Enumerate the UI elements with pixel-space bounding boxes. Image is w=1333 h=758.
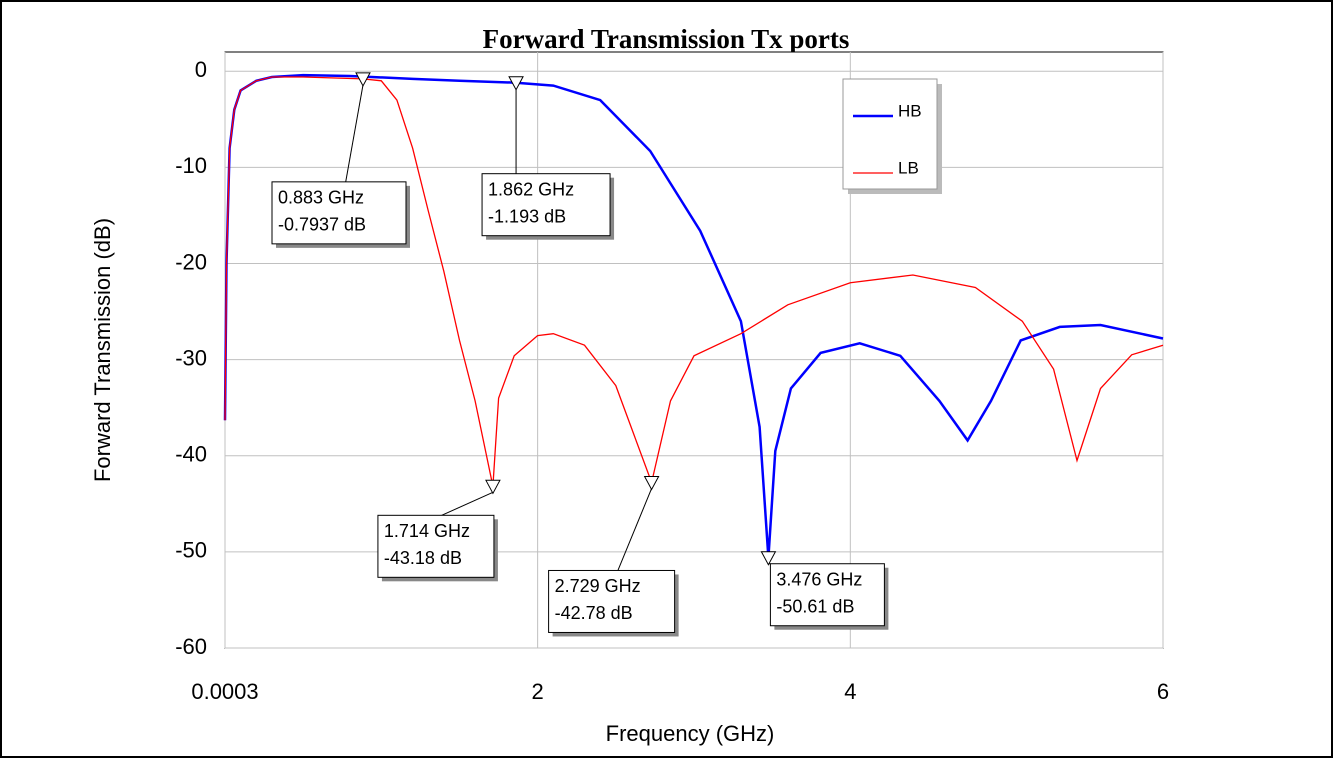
marker-y-label: -43.18 dB <box>384 548 462 568</box>
y-tick-label: -30 <box>175 345 207 370</box>
y-tick-label: -10 <box>175 153 207 178</box>
marker-leader <box>617 488 653 571</box>
chart-title: Forward Transmission Tx ports <box>483 24 850 54</box>
marker-box <box>377 514 495 578</box>
y-axis-label: Forward Transmission (dB) <box>90 218 115 482</box>
legend-label: HB <box>898 101 922 120</box>
plot-area <box>224 51 1164 649</box>
data-line <box>224 76 1164 487</box>
legend <box>842 78 938 190</box>
x-axis-label: Frequency (GHz) <box>606 721 775 746</box>
marker-y-label: -1.193 dB <box>488 206 566 226</box>
marker-box <box>548 569 676 633</box>
y-tick-label: -60 <box>175 634 207 659</box>
marker <box>355 72 371 87</box>
marker-box <box>769 563 885 627</box>
marker-y-label: -42.78 dB <box>555 603 633 623</box>
marker <box>508 76 524 91</box>
x-tick-label: 6 <box>1157 679 1169 704</box>
marker-box <box>481 173 611 237</box>
marker-x-label: 1.714 GHz <box>384 521 470 541</box>
marker <box>485 479 501 495</box>
marker-leader <box>441 491 494 516</box>
y-tick-label: 0 <box>195 57 207 82</box>
x-tick-label: 4 <box>844 679 856 704</box>
marker <box>760 551 777 566</box>
x-tick-label: 2 <box>532 679 544 704</box>
marker-x-label: 0.883 GHz <box>278 188 364 208</box>
marker-box <box>271 181 407 245</box>
x-tick-label: 0.0003 <box>191 679 258 704</box>
marker-y-label: -50.61 dB <box>776 596 854 616</box>
y-tick-label: -20 <box>175 249 207 274</box>
marker-x-label: 3.476 GHz <box>776 569 862 589</box>
marker-y-label: -0.7937 dB <box>278 215 366 235</box>
marker-leader <box>345 84 364 182</box>
y-tick-label: -40 <box>175 442 207 467</box>
marker <box>643 475 660 491</box>
marker-x-label: 1.862 GHz <box>488 179 574 199</box>
y-tick-label: -50 <box>175 538 207 563</box>
legend-label: LB <box>898 158 919 177</box>
marker-x-label: 2.729 GHz <box>555 576 641 596</box>
